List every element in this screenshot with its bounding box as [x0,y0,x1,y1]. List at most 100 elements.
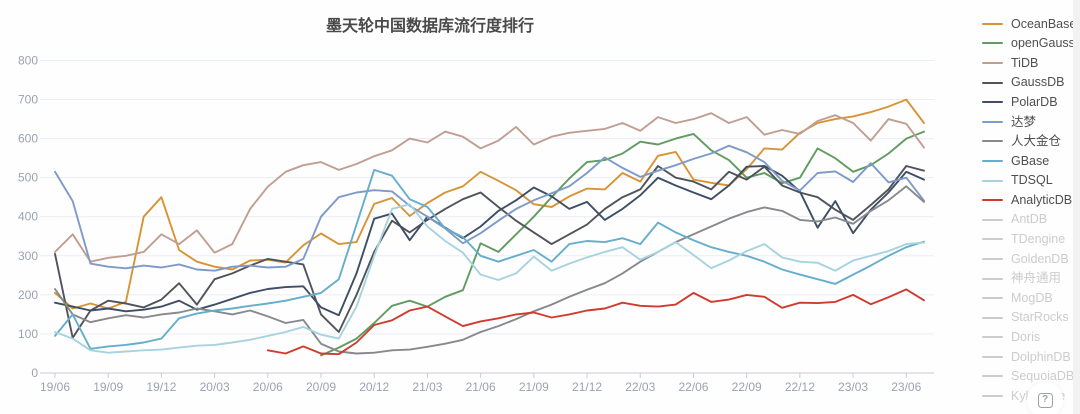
x-axis-tick-label: 20/06 [253,380,283,394]
legend-line-swatch [982,297,1003,300]
legend-item-Doris[interactable]: Doris [982,328,1078,348]
y-axis-tick-label: 600 [18,132,38,146]
y-axis-tick-label: 800 [18,53,38,67]
series-line-GaussDB [54,165,925,339]
legend-line-swatch [982,375,1003,378]
legend-line-swatch [982,218,1003,221]
x-axis-tick-label: 23/03 [838,380,868,394]
legend-item-StarRocks[interactable]: StarRocks [982,308,1078,328]
scrollbar-track[interactable] [1073,0,1080,414]
legend-item-神舟通用[interactable]: 神舟通用 [982,269,1078,289]
legend-line-swatch [982,101,1003,104]
x-axis-tick-label: 21/06 [466,380,496,394]
legend-item-GoldenDB[interactable]: GoldenDB [982,249,1078,269]
legend-line-swatch [982,159,1003,162]
y-axis-tick-label: 300 [18,249,38,263]
legend-line-swatch [982,316,1003,319]
series-line-PolarDB [54,165,925,317]
legend-label: AntDB [1011,212,1048,227]
help-button[interactable]: ? [1027,382,1063,414]
legend-label: openGauss [1011,36,1075,51]
legend-line-swatch [982,395,1003,398]
question-mark-icon: ? [1037,392,1053,408]
legend-item-人大金仓[interactable]: 人大金仓 [982,132,1078,152]
x-axis-tick-label: 22/12 [785,380,815,394]
legend-label: 人大金仓 [1011,134,1062,149]
series-line-GBase [54,168,925,350]
legend-label: 达梦 [1011,114,1037,129]
legend-line-swatch [982,355,1003,358]
series-line-人大金仓 [54,185,925,355]
series-line-达梦 [54,144,925,272]
legend-item-SequoiaDB[interactable]: SequoiaDB [982,367,1078,387]
legend-item-GBase[interactable]: GBase [982,151,1078,171]
x-axis-tick-label: 22/03 [625,380,655,394]
series-line-OceanBase [54,98,925,310]
series-line-TDSQL [54,203,925,354]
x-axis-tick-label: 19/09 [93,380,123,394]
legend-label: PolarDB [1011,94,1058,109]
legend-item-GaussDB[interactable]: GaussDB [982,73,1078,93]
legend-label: OceanBase [1011,16,1077,31]
legend-item-TDengine[interactable]: TDengine [982,230,1078,250]
x-axis-tick-label: 19/12 [146,380,176,394]
legend-line-swatch [982,81,1003,84]
x-axis-tick-label: 22/09 [732,380,762,394]
legend-line-swatch [982,277,1003,280]
legend-item-AnalyticDB[interactable]: AnalyticDB [982,190,1078,210]
x-axis-tick-label: 22/06 [678,380,708,394]
legend-label: GaussDB [1011,75,1065,90]
x-axis-tick-label: 21/03 [412,380,442,394]
legend-line-swatch [982,22,1003,25]
legend-item-达梦[interactable]: 达梦 [982,112,1078,132]
legend-item-TDSQL[interactable]: TDSQL [982,171,1078,191]
legend-line-swatch [982,257,1003,260]
x-axis-tick-label: 23/06 [891,380,921,394]
legend-item-DolphinDB[interactable]: DolphinDB [982,347,1078,367]
legend-line-swatch [982,179,1003,182]
y-axis-tick-label: 100 [18,327,38,341]
legend-label: TDSQL [1011,173,1053,188]
x-axis-tick-label: 21/09 [519,380,549,394]
series-line-openGauss [320,130,925,357]
legend-item-TiDB[interactable]: TiDB [982,53,1078,73]
legend-label: GBase [1011,153,1050,168]
y-axis-tick-label: 500 [18,171,38,185]
series-line-AnalyticDB [266,288,925,356]
series-line-TiDB [54,112,925,263]
legend-line-swatch [982,199,1003,202]
y-axis-tick-label: 200 [18,288,38,302]
x-axis-tick-label: 19/06 [40,380,70,394]
y-axis-tick-label: 400 [18,210,38,224]
x-axis-tick-label: 20/09 [306,380,336,394]
chart-legend: OceanBase openGauss TiDB GaussDB PolarDB 达梦人大… [982,14,1078,406]
legend-line-swatch [982,140,1003,143]
legend-line-swatch [982,120,1003,123]
legend-line-swatch [982,42,1003,45]
y-axis-tick-label: 0 [31,366,38,380]
legend-item-OceanBase[interactable]: OceanBase [982,14,1078,34]
legend-line-swatch [982,61,1003,64]
x-axis-tick-label: 21/12 [572,380,602,394]
legend-line-swatch [982,336,1003,339]
legend-label: DolphinDB [1011,349,1071,364]
legend-label: AnalyticDB [1011,192,1073,207]
legend-item-PolarDB[interactable]: PolarDB [982,92,1078,112]
legend-label: Doris [1011,330,1041,345]
legend-label: StarRocks [1011,310,1069,325]
x-axis-tick-label: 20/03 [200,380,230,394]
legend-label: SequoiaDB [1011,369,1075,384]
legend-item-MogDB[interactable]: MogDB [982,288,1078,308]
legend-item-AntDB[interactable]: AntDB [982,210,1078,230]
legend-line-swatch [982,238,1003,241]
legend-label: GoldenDB [1011,251,1069,266]
legend-item-openGauss[interactable]: openGauss [982,34,1078,54]
y-axis-tick-label: 700 [18,93,38,107]
chart-title: 墨天轮中国数据库流行度排行 [325,18,535,35]
legend-label: TDengine [1011,232,1066,247]
x-axis-tick-label: 20/12 [359,380,389,394]
legend-label: 神舟通用 [1011,271,1062,286]
legend-label: TiDB [1011,55,1039,70]
